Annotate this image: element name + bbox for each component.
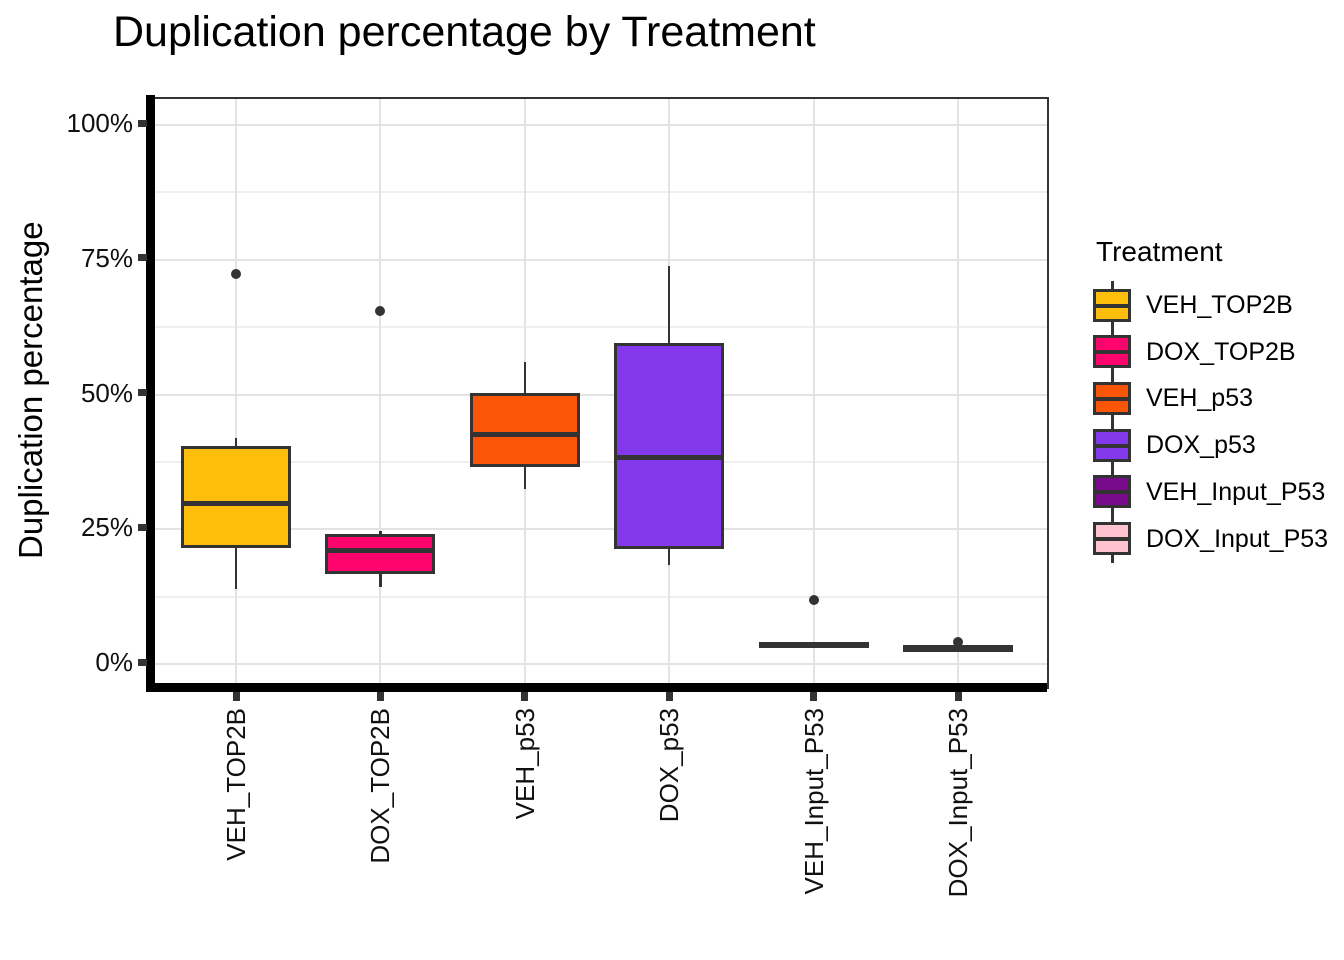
y-tick-label: 50% xyxy=(80,377,133,408)
median-line xyxy=(469,432,580,438)
outlier-point xyxy=(808,594,819,605)
y-tick-label: 75% xyxy=(80,242,133,273)
legend-whisker-bottom xyxy=(1111,461,1114,470)
legend-median-line xyxy=(1093,350,1131,355)
iqr-box xyxy=(614,343,725,550)
x-tick-mark xyxy=(521,692,529,701)
x-tick-mark xyxy=(232,692,240,701)
legend-label-VEH_Input_P53: VEH_Input_P53 xyxy=(1146,477,1326,506)
x-tick-mark xyxy=(954,692,962,701)
x-tick-label: DOX_TOP2B xyxy=(365,708,396,864)
minor-gridline xyxy=(152,326,1047,329)
legend-whisker-bottom xyxy=(1111,508,1114,517)
minor-gridline xyxy=(152,191,1047,194)
y-axis-title: Duplication percentage xyxy=(12,221,49,559)
x-tick-label: DOX_p53 xyxy=(654,708,685,823)
chart-title: Duplication percentage by Treatment xyxy=(113,8,816,56)
major-gridline xyxy=(152,393,1047,396)
major-gridline xyxy=(152,124,1047,126)
y-tick-mark xyxy=(138,389,147,396)
legend-whisker-bottom xyxy=(1111,414,1114,423)
y-tick-mark xyxy=(138,523,147,531)
x-tick-mark xyxy=(665,692,673,701)
x-tick-label: DOX_Input_P53 xyxy=(943,708,973,898)
major-gridline xyxy=(152,258,1047,261)
median-line xyxy=(758,641,869,647)
iqr-box xyxy=(469,392,580,467)
legend-key-DOX_TOP2B xyxy=(1093,327,1131,377)
legend-whisker-bottom xyxy=(1111,555,1114,563)
median-line xyxy=(325,547,436,553)
major-gridline-vertical xyxy=(957,99,959,689)
median-line xyxy=(181,500,291,506)
iqr-box xyxy=(181,446,291,548)
legend-median-line xyxy=(1093,490,1131,495)
legend-key-DOX_Input_P53 xyxy=(1093,514,1131,563)
legend-median-line xyxy=(1093,443,1131,448)
iqr-box xyxy=(325,534,436,574)
legend-whisker-top xyxy=(1111,327,1114,336)
legend-median-line xyxy=(1093,303,1131,308)
legend-whisker-top xyxy=(1111,420,1114,429)
y-tick-mark xyxy=(138,254,147,262)
legend-whisker-top xyxy=(1111,373,1114,382)
legend-key-DOX_p53 xyxy=(1093,420,1131,470)
x-tick-mark xyxy=(810,692,818,701)
major-gridline-vertical xyxy=(812,99,815,689)
y-tick-label: 0% xyxy=(95,647,133,677)
legend-key-VEH_TOP2B xyxy=(1093,280,1131,330)
major-gridline-vertical xyxy=(379,99,382,689)
plot-panel xyxy=(152,97,1049,689)
legend-label-DOX_TOP2B: DOX_TOP2B xyxy=(1146,337,1296,366)
x-tick-label: VEH_Input_P53 xyxy=(798,708,829,895)
legend-key-VEH_Input_P53 xyxy=(1093,467,1131,517)
y-axis-line xyxy=(146,95,155,692)
legend-whisker-bottom xyxy=(1111,368,1114,377)
legend-title: Treatment xyxy=(1096,236,1223,267)
legend-label-DOX_Input_P53: DOX_Input_P53 xyxy=(1146,524,1329,553)
y-tick-mark xyxy=(138,119,147,127)
legend-whisker-top xyxy=(1111,467,1114,476)
minor-gridline xyxy=(152,595,1047,598)
legend-whisker-top xyxy=(1111,514,1114,522)
y-tick-label: 100% xyxy=(66,108,134,138)
y-tick-label: 25% xyxy=(80,512,133,543)
x-tick-mark xyxy=(376,692,384,701)
legend-whisker-bottom xyxy=(1111,321,1114,330)
legend-label-VEH_p53: VEH_p53 xyxy=(1146,384,1254,413)
legend-label-DOX_p53: DOX_p53 xyxy=(1146,431,1256,460)
median-line xyxy=(614,455,725,461)
outlier-point xyxy=(953,637,963,648)
legend-label-VEH_TOP2B: VEH_TOP2B xyxy=(1146,291,1293,319)
x-tick-label: VEH_p53 xyxy=(509,708,540,820)
major-gridline xyxy=(152,663,1047,665)
median-line xyxy=(903,645,1013,651)
legend-whisker-top xyxy=(1111,280,1114,289)
x-tick-label: VEH_TOP2B xyxy=(221,708,251,861)
legend-key-VEH_p53 xyxy=(1093,373,1131,423)
legend-median-line xyxy=(1093,396,1131,401)
outlier-point xyxy=(231,268,241,279)
outlier-point xyxy=(375,306,386,317)
major-gridline xyxy=(152,528,1047,531)
legend-median-line xyxy=(1093,537,1131,541)
x-axis-line xyxy=(146,683,1047,692)
minor-gridline xyxy=(152,460,1047,463)
major-gridline-vertical xyxy=(235,99,237,689)
y-tick-mark xyxy=(138,658,147,666)
